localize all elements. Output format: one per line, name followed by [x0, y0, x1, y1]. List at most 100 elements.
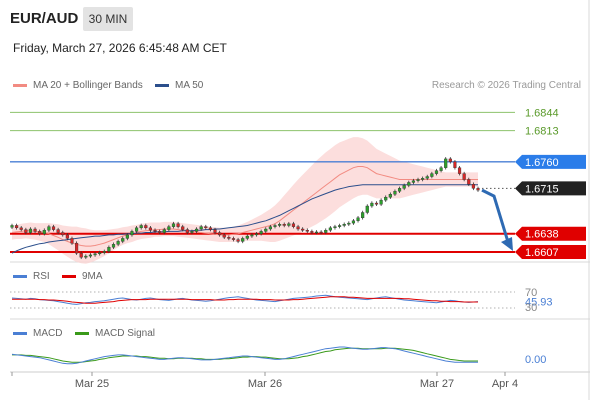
legend-9ma-label: 9MA	[82, 271, 103, 282]
candle-body	[411, 180, 415, 183]
rsi-tick-70: 70	[525, 287, 537, 299]
rsi-ma-line	[12, 296, 478, 304]
candle-body	[462, 173, 466, 180]
candle-body	[384, 196, 388, 201]
candle-body	[231, 238, 236, 240]
candle-body	[181, 226, 185, 230]
candle-body	[98, 252, 102, 254]
macd-zero-label: 0.00	[525, 354, 546, 366]
candle-body	[356, 217, 360, 221]
candle-body	[227, 237, 231, 239]
candle-body	[75, 242, 79, 254]
candle-body	[402, 185, 406, 189]
candle-body	[471, 184, 475, 189]
candle-body	[144, 225, 148, 229]
forecast-arrow	[481, 188, 510, 243]
rsi-line	[11, 294, 479, 305]
rsi-swatch	[13, 274, 27, 278]
candle-body	[370, 202, 374, 207]
candle-body	[84, 255, 88, 258]
legend-ma50-label: MA 50	[175, 80, 204, 91]
candle-body	[434, 170, 439, 174]
candle-body	[218, 232, 222, 236]
instrument-symbol: EUR/AUD	[10, 10, 79, 27]
candle-body	[148, 227, 152, 231]
legend-ma20: MA 20 + Bollinger Bands	[13, 80, 143, 91]
candle-body	[102, 251, 106, 253]
candle-body	[351, 220, 356, 224]
ma20-line	[11, 166, 478, 247]
candle-body	[278, 224, 282, 226]
candle-body	[241, 238, 245, 242]
candle-body	[296, 226, 300, 230]
candle-body	[236, 239, 240, 242]
candle-body	[134, 227, 139, 232]
candle-body	[15, 225, 19, 229]
candle-body	[121, 238, 125, 242]
x-tick-label: Mar 25	[75, 378, 109, 390]
candle-body	[291, 223, 296, 227]
candle-body	[333, 226, 337, 229]
candle-body	[444, 158, 448, 168]
candle-body	[407, 182, 411, 186]
timeframe-button[interactable]: 30 MIN	[83, 7, 133, 31]
candle-body	[453, 161, 457, 168]
candle-body	[158, 231, 162, 233]
legend-macd-label: MACD	[33, 328, 63, 339]
candle-body	[111, 244, 116, 248]
candle-body	[51, 226, 56, 230]
candle-body	[365, 205, 369, 213]
chart-datetime: Friday, March 27, 2026 6:45:48 AM CET	[13, 41, 227, 55]
candle-body	[28, 228, 33, 233]
candle-body	[264, 228, 268, 232]
candle-body	[416, 179, 420, 181]
legend-rsi: RSI	[13, 271, 50, 282]
candle-body	[254, 233, 259, 236]
candle-body	[310, 231, 314, 233]
candle-body	[176, 223, 180, 227]
support-tag	[515, 244, 586, 259]
candle-body	[88, 254, 93, 257]
candle-body	[338, 225, 342, 227]
candle-body	[222, 234, 226, 238]
candle-body	[342, 224, 346, 226]
candle-body	[167, 226, 171, 230]
candle-body	[268, 226, 272, 230]
x-tick-label: Apr 4	[492, 378, 518, 390]
legend-9ma: 9MA	[62, 271, 103, 282]
candle-body	[439, 167, 443, 171]
candle-body	[208, 227, 212, 230]
candle-body	[467, 179, 471, 185]
candle-body	[393, 191, 397, 195]
candle-body	[305, 229, 309, 232]
candle-body	[42, 229, 46, 234]
candle-body	[185, 229, 189, 233]
candle-body	[379, 199, 383, 205]
candle-body	[56, 229, 60, 233]
candle-body	[79, 252, 83, 258]
forecast-arrowhead	[501, 236, 513, 251]
ma9-swatch	[62, 274, 76, 278]
x-tick-label: Mar 27	[420, 378, 454, 390]
ma20-swatch	[13, 83, 27, 87]
pivot-label: 1.6760	[525, 157, 559, 169]
candle-body	[319, 231, 323, 234]
current-price-tag	[515, 181, 586, 196]
candle-body	[24, 229, 28, 233]
ma50-swatch	[155, 83, 169, 87]
legend-macd: MACD	[13, 328, 62, 339]
candle-body	[347, 222, 351, 225]
candle-body	[374, 202, 379, 205]
rsi-current-label: 45.93	[525, 297, 553, 309]
macd-signal-line	[12, 347, 478, 363]
candle-body	[130, 231, 134, 236]
candle-body	[273, 225, 277, 227]
pivot-tag	[515, 154, 586, 169]
candle-body	[194, 228, 199, 232]
candle-body	[38, 231, 42, 234]
legend-macd-signal-label: MACD Signal	[95, 328, 156, 339]
legend-ma20-label: MA 20 + Bollinger Bands	[33, 80, 143, 91]
candle-body	[171, 223, 176, 227]
candle-body	[245, 235, 249, 239]
